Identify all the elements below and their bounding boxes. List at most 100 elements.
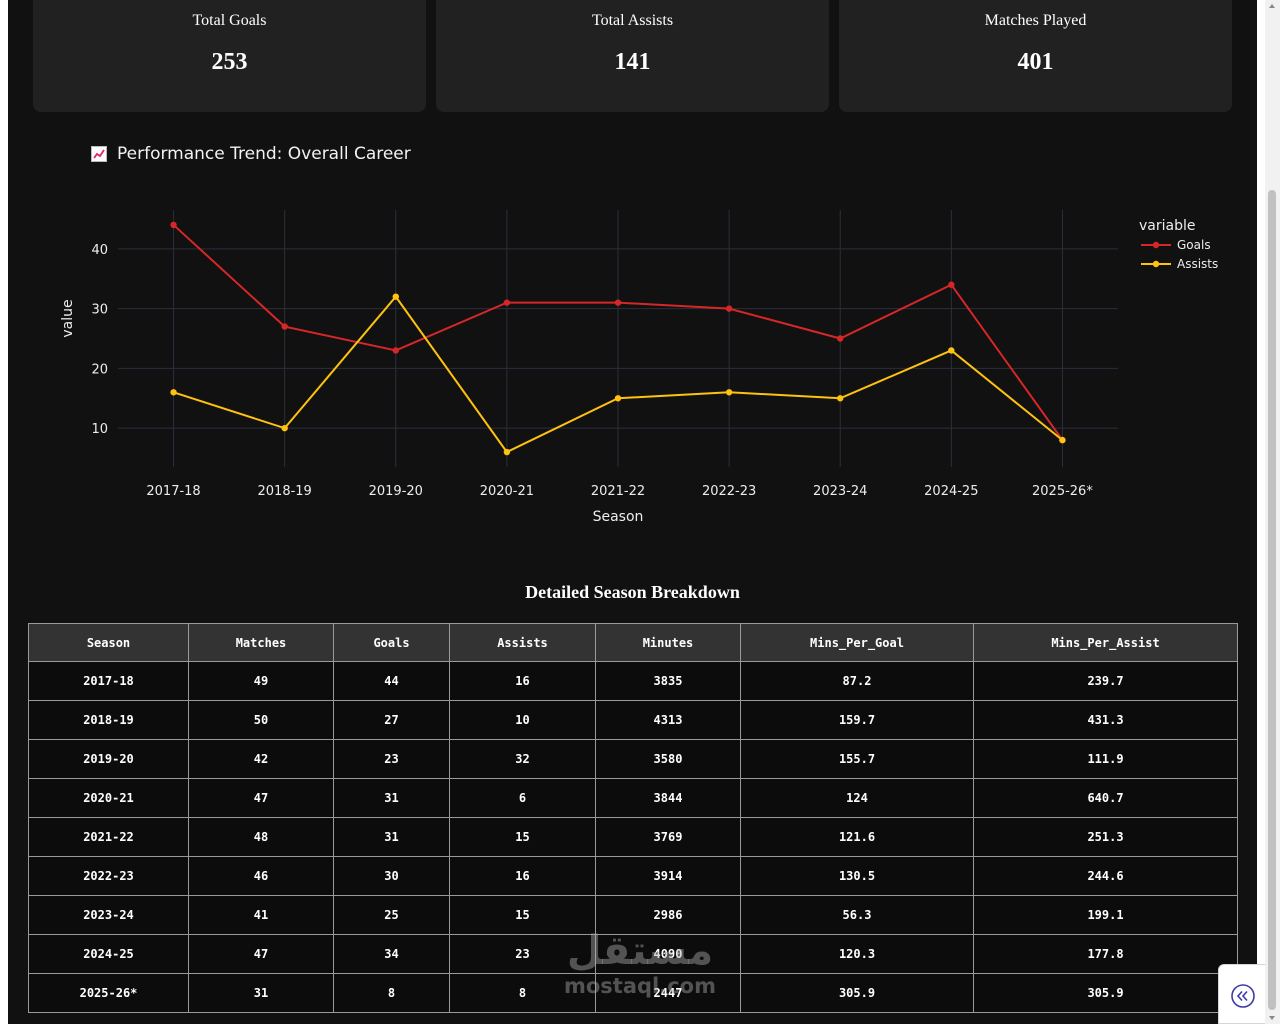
table-cell: 47 xyxy=(188,934,334,974)
data-point-assists xyxy=(503,448,511,456)
y-tick-label: 40 xyxy=(91,243,108,258)
x-tick-label: 2018-19 xyxy=(258,484,312,499)
column-header: Mins_Per_Goal xyxy=(740,623,974,662)
x-axis-title: Season xyxy=(593,509,644,525)
table-cell: 15 xyxy=(449,817,596,857)
table-cell: 10 xyxy=(449,700,596,740)
table-cell: 87.2 xyxy=(740,661,974,701)
table-cell: 121.6 xyxy=(740,817,974,857)
table-cell: 31 xyxy=(333,778,450,818)
metric-card-matches: Matches Played 401 xyxy=(839,0,1232,112)
table-cell: 155.7 xyxy=(740,739,974,779)
table-row: 2024-25 47 34 23 4090 120.3 177.8 xyxy=(28,934,1238,974)
table-row: 2023-24 41 25 15 2986 56.3 199.1 xyxy=(28,895,1238,935)
table-cell: 2018-19 xyxy=(28,700,189,740)
table-row: 2021-22 48 31 15 3769 121.6 251.3 xyxy=(28,817,1238,857)
data-point-goals xyxy=(614,299,622,306)
double-chevron-left-icon xyxy=(1231,984,1255,1008)
metric-card-goals: Total Goals 253 xyxy=(33,0,426,112)
y-tick-label: 20 xyxy=(91,362,108,377)
data-point-goals xyxy=(725,305,733,312)
legend-swatch-marker xyxy=(1152,260,1160,268)
table-cell: 6 xyxy=(449,778,596,818)
metric-value: 141 xyxy=(614,49,651,75)
table-cell: 177.8 xyxy=(973,934,1238,974)
table-cell: 124 xyxy=(740,778,974,818)
table-cell: 15 xyxy=(449,895,596,935)
x-tick-label: 2021-22 xyxy=(591,484,645,499)
metric-card-assists: Total Assists 141 xyxy=(436,0,829,112)
table-cell: 3769 xyxy=(595,817,741,857)
metric-label: Matches Played xyxy=(984,12,1087,29)
table-cell: 41 xyxy=(188,895,334,935)
data-point-goals xyxy=(948,281,955,288)
x-tick-label: 2025-26* xyxy=(1032,484,1093,499)
legend-label: Goals xyxy=(1177,238,1211,252)
performance-line-chart: 10 20 30 40 2017-18 2018-19 2019-20 2020-21 2021… xyxy=(60,210,1218,525)
table-row: 2022-23 46 30 16 3914 130.5 244.6 xyxy=(28,856,1238,896)
scrollbar-thumb[interactable] xyxy=(1268,190,1276,1010)
table-cell: 2019-20 xyxy=(28,739,189,779)
data-point-assists xyxy=(392,293,399,300)
scroll-up-arrow-icon[interactable] xyxy=(1269,4,1275,8)
table-cell: 159.7 xyxy=(740,700,974,740)
table-cell: 2017-18 xyxy=(28,661,189,701)
table-cell: 3914 xyxy=(595,856,741,896)
table-cell: 50 xyxy=(188,700,334,740)
data-point-goals xyxy=(837,335,844,342)
table-title: Detailed Season Breakdown xyxy=(525,582,740,602)
table-row: 2025-26* 31 8 8 2447 305.9 305.9 xyxy=(28,973,1238,1013)
table-cell: 2023-24 xyxy=(28,895,189,935)
collapse-sidebar-button[interactable] xyxy=(1218,964,1268,1024)
table-cell: 4313 xyxy=(595,700,741,740)
chart-series xyxy=(170,221,1066,456)
table-cell: 2024-25 xyxy=(28,934,189,974)
table-row: 2017-18 49 44 16 3835 87.2 239.7 xyxy=(28,661,1238,701)
table-row: 2020-21 47 31 6 3844 124 640.7 xyxy=(28,778,1238,818)
table-cell: 305.9 xyxy=(973,973,1238,1013)
column-header: Matches xyxy=(188,623,334,662)
chart-legend[interactable]: variable Goals Assists xyxy=(1139,218,1218,271)
data-point-goals xyxy=(281,323,288,330)
table-cell: 2447 xyxy=(595,973,741,1013)
data-point-assists xyxy=(170,389,177,396)
table-cell: 3844 xyxy=(595,778,741,818)
table-cell: 199.1 xyxy=(973,895,1238,935)
table-cell: 23 xyxy=(449,934,596,974)
page-scrollbar[interactable] xyxy=(1265,0,1280,1024)
chart-title-text: Performance Trend: Overall Career xyxy=(117,144,411,164)
table-cell: 42 xyxy=(188,739,334,779)
column-header: Goals xyxy=(333,623,450,662)
data-point-assists xyxy=(1059,436,1066,444)
scroll-down-arrow-icon[interactable] xyxy=(1269,1016,1275,1020)
column-header: Minutes xyxy=(595,623,741,662)
table-cell: 47 xyxy=(188,778,334,818)
table-cell: 305.9 xyxy=(740,973,974,1013)
dashboard-app: Total Goals 253 Total Assists 141 Matche… xyxy=(8,0,1257,1024)
table-cell: 8 xyxy=(449,973,596,1013)
column-header: Season xyxy=(28,623,189,662)
data-point-goals xyxy=(170,221,177,229)
table-cell: 31 xyxy=(333,817,450,857)
table-cell: 30 xyxy=(333,856,450,896)
table-cell: 431.3 xyxy=(973,700,1238,740)
table-cell: 25 xyxy=(333,895,450,935)
data-point-assists xyxy=(725,389,733,396)
table-cell: 4090 xyxy=(595,934,741,974)
table-cell: 31 xyxy=(188,973,334,1013)
table-cell: 56.3 xyxy=(740,895,974,935)
table-cell: 111.9 xyxy=(973,739,1238,779)
table-cell: 3835 xyxy=(595,661,741,701)
table-cell: 27 xyxy=(333,700,450,740)
table-cell: 244.6 xyxy=(973,856,1238,896)
x-tick-label: 2020-21 xyxy=(480,484,534,499)
data-point-assists xyxy=(837,395,844,402)
legend-swatch-marker xyxy=(1152,241,1160,249)
legend-item-goals[interactable]: Goals xyxy=(1141,238,1211,252)
legend-title: variable xyxy=(1139,218,1195,234)
table-cell: 49 xyxy=(188,661,334,701)
table-cell: 251.3 xyxy=(973,817,1238,857)
data-point-assists xyxy=(281,424,288,432)
x-tick-label: 2024-25 xyxy=(924,484,978,499)
legend-item-assists[interactable]: Assists xyxy=(1141,257,1218,271)
